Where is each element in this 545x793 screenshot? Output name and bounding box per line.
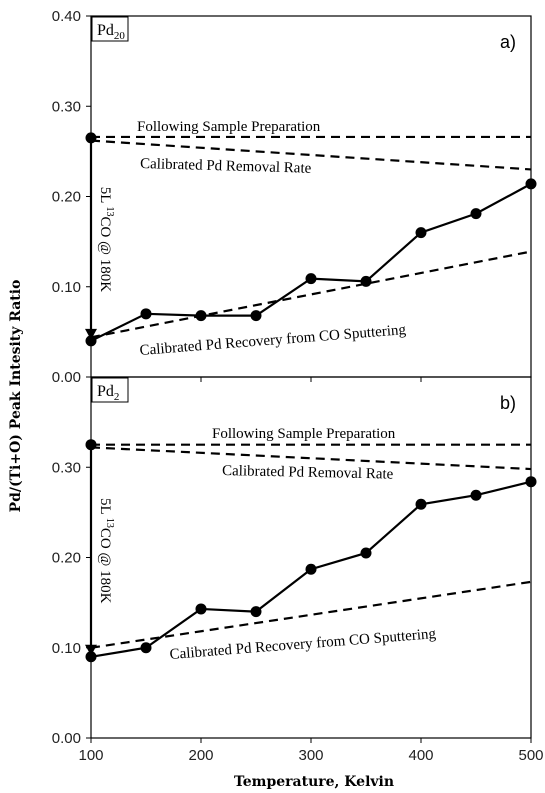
arrow-annotation-sup: 13	[104, 518, 115, 528]
x-tick-label: 300	[298, 747, 323, 764]
series-line	[89, 444, 532, 659]
arrow-annotation-suffix: CO @ 180K	[97, 528, 113, 604]
data-point	[85, 335, 97, 347]
reference-line-label: Following Sample Preparation	[137, 119, 321, 135]
sample-label-sub: 20	[114, 30, 126, 42]
arrow-annotation-prefix: 5L	[97, 498, 113, 518]
panel-b: 0.00 0.10 0.20 0.30 100 200 300 400 500 Pd2 b) Foll…	[52, 376, 544, 764]
sample-label-sub: 2	[114, 391, 120, 403]
sample-label: Pd20	[97, 22, 125, 42]
y-tick-label: 0.10	[52, 640, 81, 657]
sample-label-box	[91, 16, 129, 42]
data-point	[195, 310, 207, 322]
plot-frame	[90, 15, 532, 378]
y-tick-label: 0.00	[52, 730, 81, 747]
data-point	[525, 476, 537, 488]
data-point	[305, 563, 317, 575]
y-axis-label: Pd/(Ti+O) Peak Intesity Ratio	[8, 280, 24, 513]
y-tick-label: 0.30	[52, 459, 81, 476]
y-tick-label: 0.20	[52, 189, 81, 206]
series-line	[89, 137, 532, 343]
arrow-annotation-sup: 13	[104, 207, 115, 217]
data-point	[195, 603, 207, 615]
arrow-annotation: 5L 13CO @ 180K	[97, 187, 115, 293]
data-point	[250, 606, 262, 618]
reference-line-label: Calibrated Pd Removal Rate	[140, 156, 312, 177]
data-point	[360, 275, 372, 287]
x-tick-label: 200	[188, 747, 213, 764]
sample-label-base: Pd	[97, 383, 114, 400]
reference-line-label: Calibrated Pd Removal Rate	[222, 463, 394, 483]
data-point	[85, 439, 97, 451]
panel-letter: b)	[500, 393, 516, 413]
sample-label-base: Pd	[97, 22, 114, 39]
data-point	[250, 310, 262, 322]
y-tick-label: 0.00	[52, 369, 81, 386]
y-tick-label: 0.40	[52, 8, 81, 25]
arrow-annotation-suffix: CO @ 180K	[97, 217, 113, 293]
arrow-annotation-prefix: 5L	[97, 187, 113, 207]
sample-label-box	[91, 377, 129, 403]
data-point	[305, 273, 317, 285]
data-point	[140, 642, 152, 654]
reference-line	[90, 139, 532, 171]
data-point	[85, 651, 97, 663]
arrow-head	[85, 328, 97, 340]
arrow-annotation: 5L 13CO @ 180K	[97, 498, 115, 604]
sample-label: Pd2	[97, 383, 119, 403]
y-tick-label: 0.20	[52, 550, 81, 567]
data-point	[470, 208, 482, 220]
x-tick-label: 100	[78, 747, 103, 764]
arrow-head	[85, 644, 97, 656]
data-point	[415, 227, 427, 239]
panel-a: 0.00 0.10 0.20 0.30 0.40 Pd20 a) Following Samp…	[52, 8, 537, 386]
reference-line-label: Calibrated Pd Recovery from CO Sputterin…	[169, 626, 437, 663]
x-tick-label: 500	[518, 747, 543, 764]
y-tick-label: 0.30	[52, 98, 81, 115]
data-point	[470, 489, 482, 501]
x-tick-label: 400	[408, 747, 433, 764]
data-point	[140, 308, 152, 320]
reference-line-label: Calibrated Pd Recovery from CO Sputterin…	[139, 322, 407, 359]
reference-line	[90, 446, 532, 471]
y-tick-label: 0.10	[52, 279, 81, 296]
reference-line-label: Following Sample Preparation	[212, 426, 396, 442]
x-axis-label: Temperature, Kelvin	[234, 774, 394, 790]
data-point	[85, 132, 97, 144]
data-point	[360, 547, 372, 559]
panel-letter: a)	[500, 32, 516, 52]
data-point	[415, 498, 427, 510]
data-point	[525, 178, 537, 190]
reference-line	[90, 250, 532, 339]
